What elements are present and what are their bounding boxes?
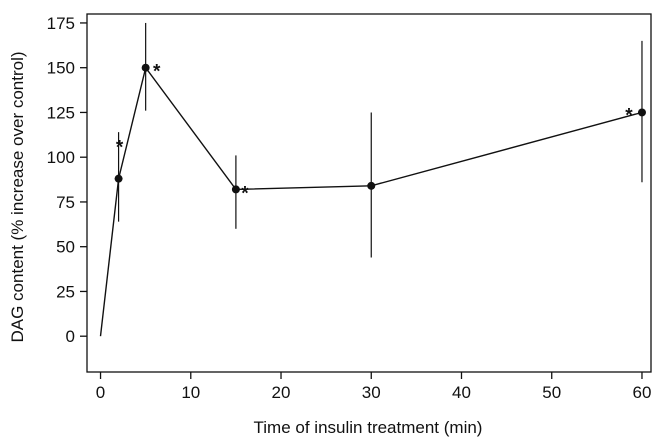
x-tick-label: 20 <box>272 383 291 402</box>
data-point <box>141 63 150 72</box>
y-tick-label: 150 <box>47 59 75 78</box>
significance-asterisk: * <box>116 138 124 159</box>
x-tick-label: 60 <box>633 383 652 402</box>
x-tick-label: 0 <box>96 383 105 402</box>
significance-asterisk: * <box>625 105 633 126</box>
significance-asterisk: * <box>241 183 249 204</box>
y-axis-title: DAG content (% increase over control) <box>8 51 27 342</box>
series-polyline <box>99 66 643 337</box>
plot-frame <box>86 13 652 373</box>
x-tick-label: 50 <box>542 383 561 402</box>
significance-asterisk: * <box>153 62 161 83</box>
y-axis-ticks: 0 25 50 75 100 125 150 175 <box>47 14 87 346</box>
x-axis-ticks: 0 10 20 30 40 50 60 <box>96 372 652 402</box>
y-tick-label: 75 <box>56 193 75 212</box>
plot-border <box>86 13 652 373</box>
data-point <box>231 185 240 194</box>
x-tick-label: 10 <box>181 383 200 402</box>
y-tick-label: 25 <box>56 282 75 301</box>
data-points <box>114 63 646 194</box>
x-tick-label: 40 <box>452 383 471 402</box>
y-tick-label: 50 <box>56 238 75 257</box>
y-tick-label: 125 <box>47 103 75 122</box>
data-point <box>114 174 123 183</box>
data-point <box>637 108 646 117</box>
significance-markers: * * * * <box>116 62 633 205</box>
x-tick-label: 30 <box>362 383 381 402</box>
x-axis-title: Time of insulin treatment (min) <box>254 418 483 437</box>
y-tick-label: 100 <box>47 148 75 167</box>
error-bars <box>117 22 643 258</box>
series-line <box>99 66 643 337</box>
y-tick-label: 175 <box>47 14 75 33</box>
y-tick-label: 0 <box>66 327 75 346</box>
data-point <box>367 181 376 190</box>
